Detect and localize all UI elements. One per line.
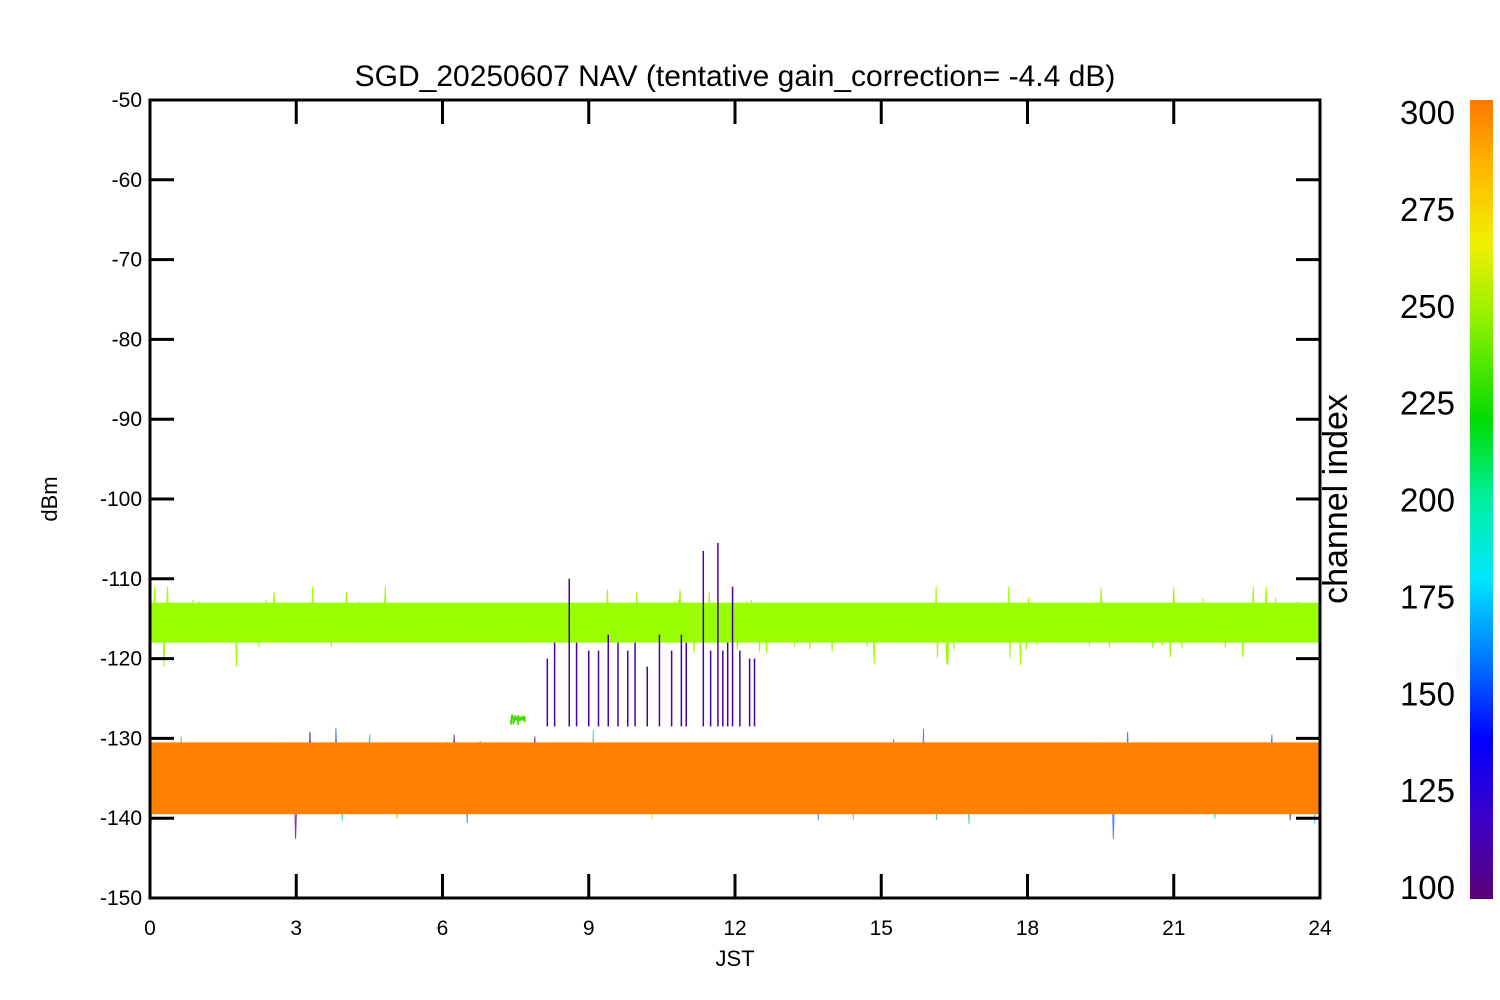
y-tick-label-3: -80 (112, 328, 142, 351)
y-tick-label-9: -140 (100, 807, 142, 830)
y-tick-label-4: -90 (112, 408, 142, 431)
colorbar-tick-label-5: 175 (1400, 578, 1455, 615)
y-tick-label-10: -150 (100, 887, 142, 910)
x-tick-label-4: 12 (723, 917, 746, 940)
x-tick-label-5: 15 (870, 917, 893, 940)
x-tick-label-8: 24 (1308, 917, 1332, 940)
y-tick-label-6: -110 (102, 568, 142, 591)
x-axis-label: JST (715, 946, 754, 971)
colorbar-tick-label-4: 200 (1400, 482, 1455, 519)
colorbar-tick-label-1: 275 (1400, 191, 1455, 228)
colorbar-tick-label-3: 225 (1400, 385, 1455, 422)
series-trace-burst (510, 714, 526, 726)
colorbar-tick-label-0: 300 (1400, 94, 1455, 131)
y-tick-label-2: -70 (112, 249, 142, 272)
y-tick-label-5: -100 (100, 488, 142, 511)
x-tick-label-7: 21 (1162, 917, 1185, 940)
x-tick-label-2: 6 (437, 917, 449, 940)
y-tick-label-8: -130 (100, 727, 142, 750)
y-tick-label-0: -50 (112, 89, 142, 112)
series-trace-green-4 (150, 586, 1320, 667)
x-tick-label-6: 18 (1016, 917, 1039, 940)
colorbar-tick-label-7: 125 (1400, 772, 1455, 809)
colorbar (1470, 100, 1493, 899)
x-tick-label-1: 3 (290, 917, 302, 940)
x-tick-label-3: 9 (583, 917, 595, 940)
colorbar-tick-label-2: 250 (1400, 288, 1455, 325)
chart-title: SGD_20250607 NAV (tentative gain_correct… (355, 60, 1116, 93)
colorbar-tick-label-8: 100 (1400, 869, 1455, 906)
y-tick-label-7: -120 (100, 648, 142, 671)
y-tick-label-1: -60 (112, 169, 142, 192)
colorbar-label: channel index (1317, 394, 1355, 604)
series-trace-green-3 (150, 586, 1320, 666)
x-tick-label-0: 0 (144, 917, 156, 940)
data-traces (150, 542, 1320, 839)
axis-ticks: -50 -60 -70 -80 -90 -100 -110 -120 -130 -140 -1500… (100, 89, 1332, 940)
series-trace-orange-4 (150, 758, 1320, 799)
y-axis-label: dBm (37, 476, 62, 521)
colorbar-tick-label-6: 150 (1400, 675, 1455, 712)
colorbar-ticks: 300 275 250 225 200 175 150 125 100 (1400, 94, 1455, 906)
